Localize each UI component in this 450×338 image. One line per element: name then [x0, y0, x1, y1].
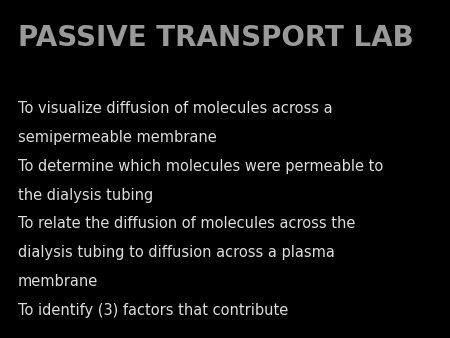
Text: To visualize diffusion of molecules across a: To visualize diffusion of molecules acro…	[18, 101, 333, 116]
Text: semipermeable membrane: semipermeable membrane	[18, 130, 217, 145]
Text: membrane: membrane	[18, 274, 98, 289]
Text: the dialysis tubing: the dialysis tubing	[18, 188, 153, 202]
Text: To determine which molecules were permeable to: To determine which molecules were permea…	[18, 159, 383, 174]
Text: To relate the diffusion of molecules across the: To relate the diffusion of molecules acr…	[18, 216, 356, 231]
Text: PASSIVE TRANSPORT LAB: PASSIVE TRANSPORT LAB	[18, 24, 414, 52]
Text: To identify (3) factors that contribute: To identify (3) factors that contribute	[18, 303, 288, 317]
Text: dialysis tubing to diffusion across a plasma: dialysis tubing to diffusion across a pl…	[18, 245, 335, 260]
